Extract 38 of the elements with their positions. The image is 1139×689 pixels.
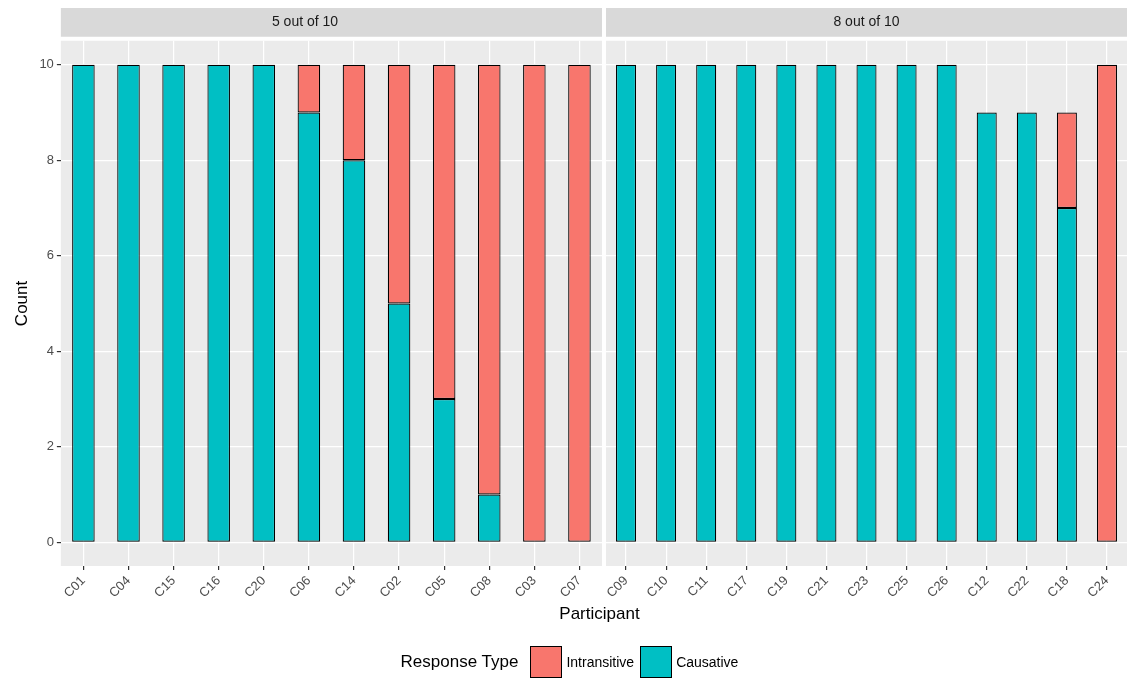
- x-tick-label: C23: [843, 572, 872, 601]
- y-tick-label: 0: [46, 533, 54, 549]
- x-tick-label: C25: [883, 572, 912, 601]
- y-tick-label: 4: [46, 342, 54, 358]
- y-tick-label: 2: [46, 438, 54, 454]
- y-tick-label: 10: [39, 56, 54, 72]
- x-tick-label: C03: [511, 572, 540, 601]
- legend-label: Intransitive: [566, 654, 635, 670]
- y-tick-label: 6: [46, 247, 54, 263]
- legend-title: Response Type: [400, 652, 519, 672]
- x-tick-label: C16: [195, 572, 224, 601]
- x-tick-label: C02: [376, 572, 404, 601]
- x-tick-label: C14: [331, 572, 359, 601]
- x-tick-label: C07: [556, 572, 585, 601]
- x-tick-label: C09: [603, 572, 631, 601]
- y-tick-label: 8: [46, 151, 54, 167]
- x-tick-label: C22: [1003, 572, 1032, 601]
- x-tick-label: C10: [643, 572, 671, 601]
- x-tick-label: C17: [723, 572, 751, 601]
- x-tick-label: C08: [466, 572, 494, 601]
- x-tick-label: C05: [421, 572, 449, 601]
- x-tick-label: C04: [105, 572, 134, 601]
- x-tick-label: C21: [803, 572, 832, 601]
- chart-title: 5 out of 10: [271, 13, 339, 30]
- legend-label: Causative: [676, 654, 739, 670]
- x-tick-label: C15: [150, 572, 179, 601]
- x-axis-title: Participant: [558, 604, 641, 624]
- x-tick-label: C01: [60, 572, 89, 601]
- x-tick-label: C11: [684, 572, 711, 600]
- y-axis-title: Count: [11, 280, 31, 327]
- x-tick-label: C20: [240, 572, 269, 601]
- x-tick-label: C12: [963, 572, 992, 601]
- x-tick-label: C06: [286, 572, 314, 601]
- x-tick-label: C24: [1084, 572, 1112, 601]
- x-tick-label: C19: [763, 572, 791, 601]
- x-tick-label: C26: [923, 572, 952, 601]
- x-tick-label: C18: [1044, 572, 1072, 601]
- chart-title: 8 out of 10: [833, 13, 900, 30]
